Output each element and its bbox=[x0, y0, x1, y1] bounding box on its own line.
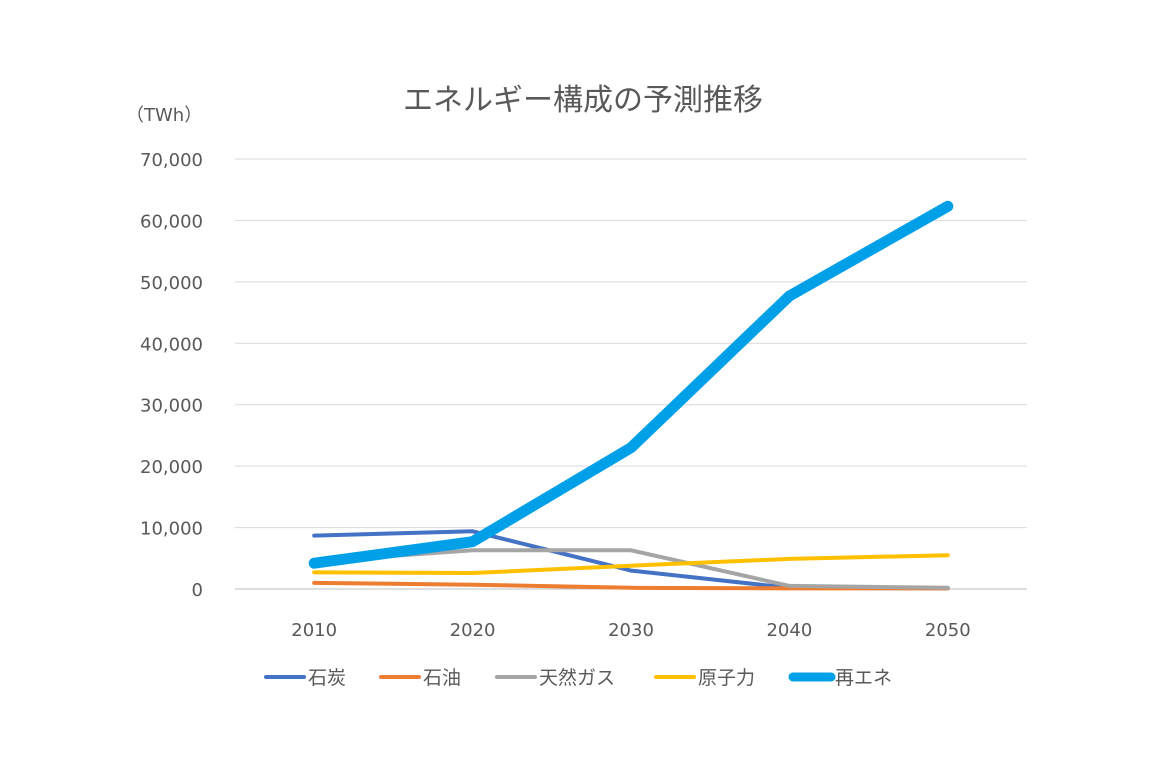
x-axis: 2010 2020 2030 2040 2050 bbox=[291, 620, 970, 641]
legend-label: 天然ガス bbox=[539, 667, 615, 689]
x-tick-label: 2010 bbox=[291, 620, 337, 641]
legend-label: 石炭 bbox=[308, 667, 346, 689]
series-line-5 bbox=[308, 200, 954, 569]
unit-label: （TWh） bbox=[126, 105, 202, 126]
y-tick-label: 50,000 bbox=[140, 273, 203, 294]
gridlines bbox=[235, 158, 1027, 590]
x-tick-label: 2020 bbox=[450, 620, 496, 641]
series-line-1 bbox=[312, 529, 950, 591]
y-tick-label: 30,000 bbox=[140, 396, 203, 417]
series-line-4 bbox=[312, 553, 950, 575]
y-tick-label: 0 bbox=[192, 580, 203, 601]
chart-title: エネルギー構成の予測推移 bbox=[403, 83, 763, 118]
legend: 石炭 石油 天然ガス 原子力 再エネ bbox=[264, 667, 892, 689]
y-tick-label: 40,000 bbox=[140, 334, 203, 355]
y-tick-label: 10,000 bbox=[140, 519, 203, 540]
x-tick-label: 2030 bbox=[608, 620, 654, 641]
y-tick-label: 20,000 bbox=[140, 457, 203, 478]
y-tick-label: 60,000 bbox=[140, 211, 203, 232]
series-lines bbox=[308, 200, 954, 591]
legend-label: 再エネ bbox=[835, 667, 892, 689]
legend-label: 石油 bbox=[423, 667, 461, 689]
y-axis: 0 10,000 20,000 30,000 40,000 50,000 60,000 70,… bbox=[140, 150, 203, 601]
x-tick-label: 2040 bbox=[766, 620, 812, 641]
x-tick-label: 2050 bbox=[925, 620, 971, 641]
legend-label: 原子力 bbox=[698, 667, 755, 689]
y-tick-label: 70,000 bbox=[140, 150, 203, 171]
